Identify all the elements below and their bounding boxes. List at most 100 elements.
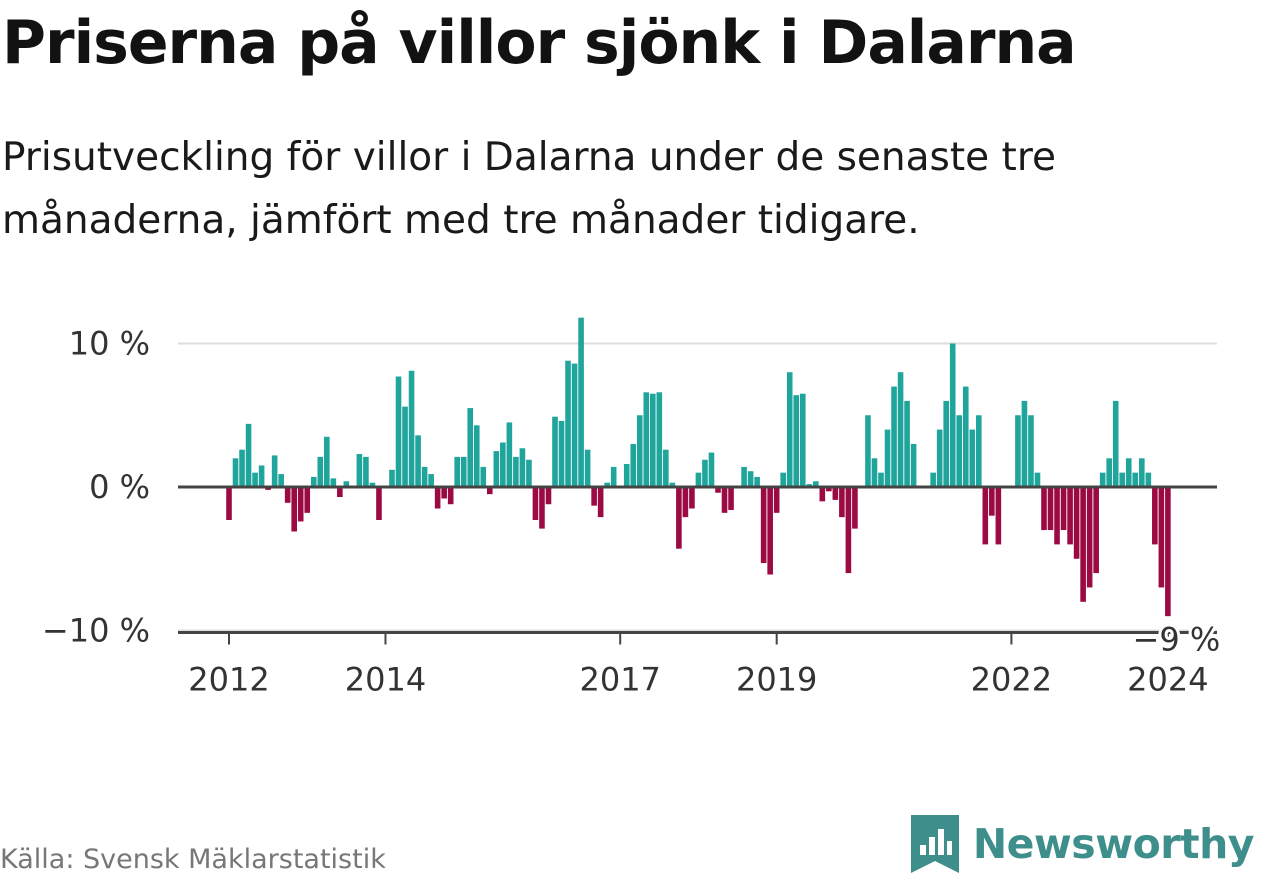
bar bbox=[1139, 458, 1145, 487]
bar bbox=[650, 393, 656, 487]
x-tick-label: 2014 bbox=[345, 661, 426, 699]
chart-subtitle: Prisutveckling för villor i Dalarna unde… bbox=[2, 135, 1056, 243]
bar bbox=[480, 466, 487, 487]
bar bbox=[591, 487, 597, 506]
bar bbox=[297, 487, 304, 522]
bar bbox=[1086, 487, 1093, 588]
bar bbox=[252, 472, 258, 487]
bar bbox=[1132, 472, 1139, 487]
bar bbox=[584, 449, 591, 487]
bar bbox=[962, 386, 969, 487]
bar bbox=[597, 487, 604, 518]
newsworthy-logo: Newsworthy bbox=[910, 815, 1255, 873]
bar bbox=[1112, 400, 1119, 487]
bar bbox=[258, 465, 265, 487]
bar bbox=[532, 487, 539, 520]
bar bbox=[304, 487, 311, 513]
bar bbox=[695, 472, 702, 487]
bar bbox=[402, 406, 408, 487]
bar bbox=[447, 487, 454, 505]
bar bbox=[682, 487, 689, 518]
bar bbox=[630, 443, 637, 487]
bar bbox=[454, 456, 460, 488]
bar bbox=[441, 487, 447, 499]
newsworthy-logo-icon bbox=[910, 815, 959, 873]
bar bbox=[702, 459, 708, 487]
bar bbox=[884, 429, 891, 487]
bar bbox=[369, 482, 376, 487]
bar bbox=[852, 487, 858, 529]
y-tick-label: 10 % bbox=[69, 325, 150, 363]
bar bbox=[773, 487, 780, 513]
bar bbox=[897, 372, 904, 487]
bar bbox=[565, 360, 571, 487]
bar bbox=[663, 449, 669, 487]
bar bbox=[1125, 458, 1132, 487]
bar bbox=[1080, 487, 1086, 602]
bar bbox=[839, 487, 845, 518]
bar bbox=[786, 372, 793, 487]
bar bbox=[324, 436, 330, 487]
bar bbox=[689, 487, 695, 509]
y-tick-label: −10 % bbox=[42, 612, 150, 650]
bar bbox=[337, 487, 343, 498]
bar bbox=[376, 487, 382, 520]
bar bbox=[232, 458, 239, 487]
bar bbox=[310, 476, 317, 487]
bar bbox=[845, 487, 852, 574]
bar bbox=[578, 317, 584, 487]
bar bbox=[780, 472, 786, 487]
bar bbox=[526, 459, 532, 487]
source-note: Källa: Svensk Mäklarstatistik bbox=[0, 844, 386, 875]
bar bbox=[819, 487, 826, 502]
bar bbox=[1028, 415, 1034, 487]
annotation-label: −9 % bbox=[1133, 621, 1221, 659]
bar bbox=[1047, 487, 1054, 531]
bar bbox=[676, 487, 682, 549]
bar bbox=[1158, 487, 1165, 588]
bar bbox=[434, 487, 441, 509]
bar bbox=[604, 482, 610, 487]
bar bbox=[995, 487, 1002, 545]
bar bbox=[643, 392, 650, 487]
bar bbox=[473, 425, 480, 487]
bar bbox=[832, 487, 839, 500]
bar bbox=[708, 452, 715, 487]
bar bbox=[936, 429, 943, 487]
bar bbox=[1021, 400, 1028, 487]
bar bbox=[767, 487, 773, 575]
x-tick-label: 2012 bbox=[188, 661, 269, 699]
bar bbox=[278, 474, 284, 487]
bar bbox=[558, 420, 565, 487]
x-tick-label: 2017 bbox=[579, 661, 660, 699]
x-tick-label: 2022 bbox=[971, 661, 1052, 699]
bar bbox=[415, 435, 421, 487]
bar bbox=[904, 400, 910, 487]
bar bbox=[317, 456, 324, 488]
bar bbox=[976, 415, 982, 487]
bar bbox=[799, 393, 806, 487]
bar bbox=[1067, 487, 1073, 545]
bar bbox=[363, 456, 369, 488]
bar bbox=[1145, 472, 1152, 487]
bar bbox=[284, 487, 291, 503]
bar bbox=[930, 472, 936, 487]
bar bbox=[421, 466, 428, 487]
bar bbox=[1073, 487, 1080, 559]
bar bbox=[891, 386, 897, 487]
bar bbox=[865, 415, 871, 487]
bar bbox=[878, 472, 884, 487]
bar bbox=[539, 487, 545, 529]
bar bbox=[969, 429, 976, 487]
bar bbox=[989, 487, 995, 516]
bar bbox=[656, 392, 663, 487]
chart-title: Priserna på villor sjönk i Dalarna bbox=[2, 8, 1077, 78]
brand-name: Newsworthy bbox=[972, 820, 1255, 868]
bar bbox=[245, 423, 252, 487]
bar bbox=[506, 422, 513, 488]
bar bbox=[552, 416, 558, 487]
bar bbox=[408, 370, 415, 487]
bar bbox=[330, 478, 337, 487]
bar bbox=[721, 487, 728, 513]
